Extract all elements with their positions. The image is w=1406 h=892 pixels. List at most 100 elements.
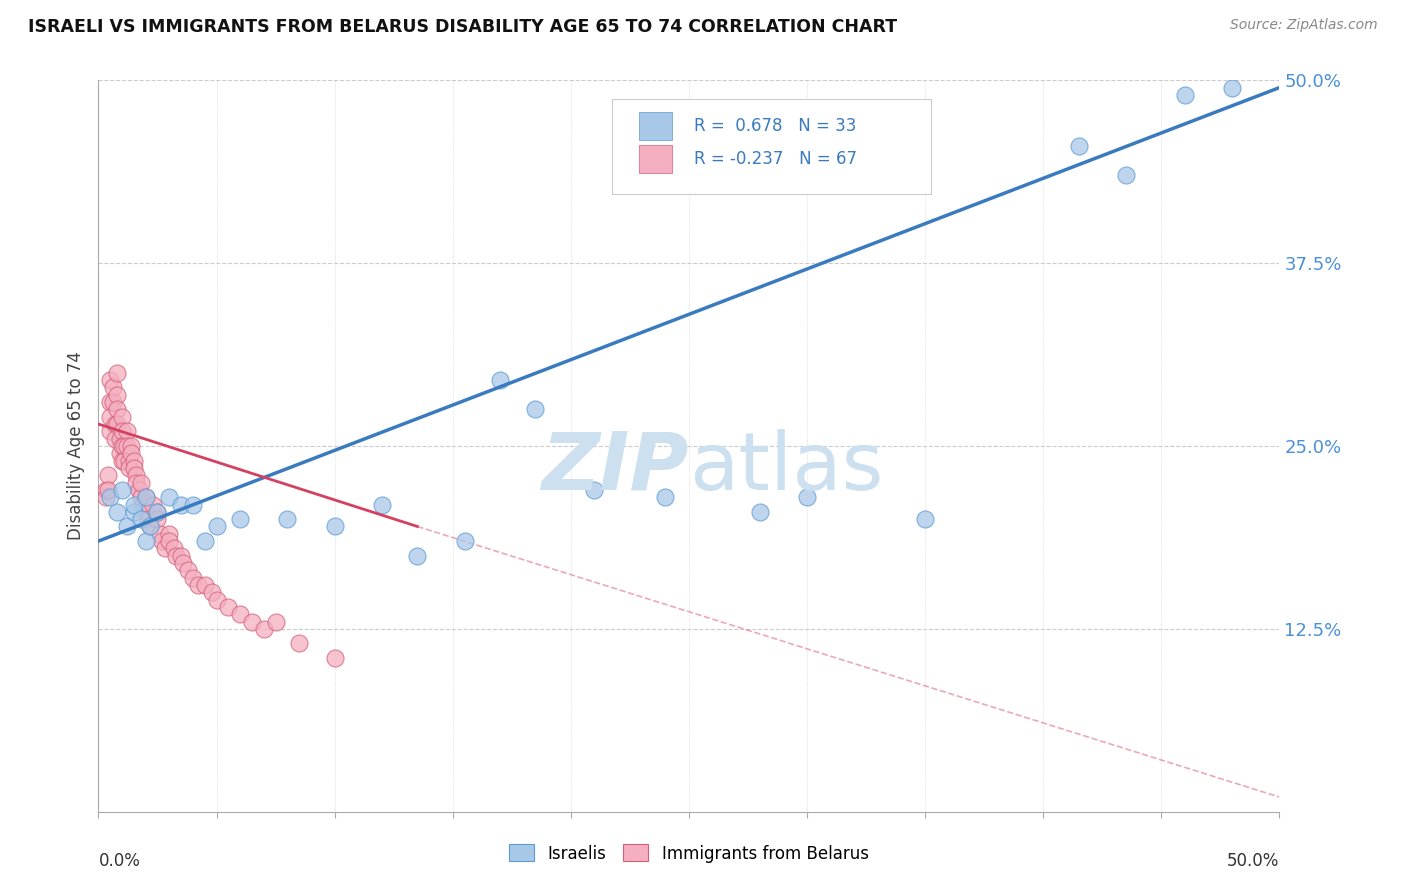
Point	[796, 490, 818, 504]
Point	[125, 468, 148, 483]
Point	[135, 534, 157, 549]
Point	[153, 541, 176, 556]
Point	[181, 498, 204, 512]
Point	[240, 615, 263, 629]
Point	[129, 512, 152, 526]
Point	[101, 380, 124, 394]
Point	[205, 592, 228, 607]
Point	[146, 512, 169, 526]
Text: R =  0.678   N = 33: R = 0.678 N = 33	[693, 118, 856, 136]
Point	[122, 461, 145, 475]
Point	[253, 622, 276, 636]
Point	[105, 366, 128, 380]
Point	[98, 425, 121, 439]
Point	[406, 549, 429, 563]
Point	[371, 498, 394, 512]
Point	[146, 505, 169, 519]
Text: 50.0%: 50.0%	[1227, 852, 1279, 870]
Point	[128, 483, 150, 497]
Point	[135, 490, 157, 504]
Point	[129, 475, 152, 490]
Y-axis label: Disability Age 65 to 74: Disability Age 65 to 74	[67, 351, 86, 541]
Point	[94, 490, 117, 504]
Point	[453, 534, 475, 549]
Point	[122, 505, 145, 519]
Point	[105, 505, 128, 519]
Point	[129, 490, 152, 504]
FancyBboxPatch shape	[612, 99, 931, 194]
Point	[108, 446, 131, 460]
Point	[111, 453, 134, 467]
Point	[201, 585, 224, 599]
Point	[115, 519, 138, 533]
Point	[118, 461, 141, 475]
Point	[748, 505, 770, 519]
Point	[163, 541, 186, 556]
Point	[105, 402, 128, 417]
Point	[97, 468, 120, 483]
Point	[139, 519, 162, 533]
Point	[170, 549, 193, 563]
Point	[177, 563, 200, 577]
Point	[108, 432, 131, 446]
Point	[97, 483, 120, 497]
Point	[135, 505, 157, 519]
Point	[112, 453, 135, 467]
Point	[172, 556, 194, 570]
Point	[111, 483, 134, 497]
Point	[115, 439, 138, 453]
Point	[118, 453, 141, 467]
Point	[149, 526, 172, 541]
Point	[98, 395, 121, 409]
Point	[288, 636, 311, 650]
Point	[101, 395, 124, 409]
Point	[98, 490, 121, 504]
Text: ISRAELI VS IMMIGRANTS FROM BELARUS DISABILITY AGE 65 TO 74 CORRELATION CHART: ISRAELI VS IMMIGRANTS FROM BELARUS DISAB…	[28, 18, 897, 36]
Point	[524, 402, 547, 417]
Point	[132, 498, 155, 512]
Point	[104, 432, 127, 446]
Point	[105, 417, 128, 431]
Point	[142, 498, 165, 512]
Point	[94, 483, 117, 497]
Legend: Israelis, Immigrants from Belarus: Israelis, Immigrants from Belarus	[503, 838, 875, 869]
Text: atlas: atlas	[689, 429, 883, 507]
Point	[111, 439, 134, 453]
Text: 0.0%: 0.0%	[98, 852, 141, 870]
Point	[187, 578, 209, 592]
Point	[194, 534, 217, 549]
Point	[125, 475, 148, 490]
Point	[122, 453, 145, 467]
Point	[121, 439, 143, 453]
Point	[654, 490, 676, 504]
Point	[181, 571, 204, 585]
Point	[150, 534, 173, 549]
Point	[205, 519, 228, 533]
Point	[98, 409, 121, 424]
Text: Source: ZipAtlas.com: Source: ZipAtlas.com	[1230, 18, 1378, 32]
Point	[1067, 139, 1090, 153]
Point	[323, 519, 346, 533]
Point	[264, 615, 287, 629]
Point	[157, 534, 180, 549]
Bar	[640, 145, 672, 173]
Point	[194, 578, 217, 592]
Point	[111, 425, 134, 439]
Point	[229, 512, 252, 526]
Point	[157, 526, 180, 541]
Point	[276, 512, 298, 526]
Point	[122, 498, 145, 512]
Point	[98, 373, 121, 387]
Point	[135, 490, 157, 504]
Point	[136, 512, 159, 526]
Point	[914, 512, 936, 526]
Text: ZIP: ZIP	[541, 429, 689, 507]
Point	[139, 519, 162, 533]
Point	[1115, 169, 1137, 183]
Point	[1174, 87, 1197, 102]
Point	[112, 439, 135, 453]
Point	[170, 498, 193, 512]
Point	[104, 417, 127, 431]
Bar	[640, 112, 672, 140]
Point	[115, 425, 138, 439]
